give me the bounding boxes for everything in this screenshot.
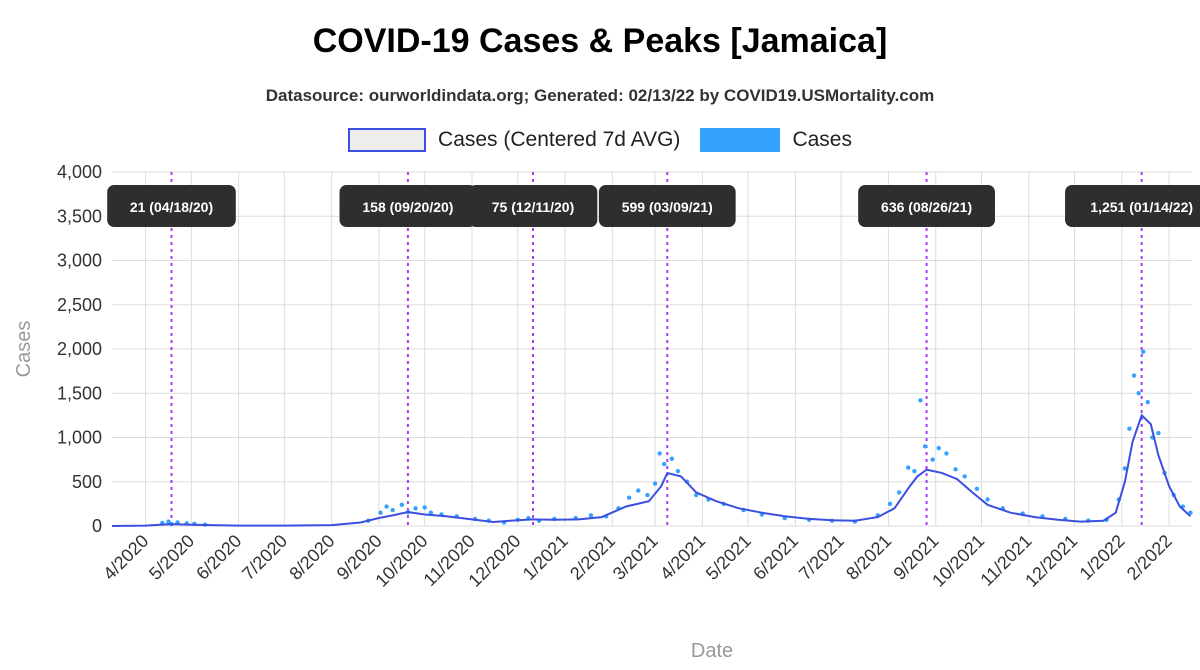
- cases-point: [626, 495, 632, 500]
- y-tick-label: 2,000: [57, 339, 102, 359]
- cases-point: [936, 445, 941, 451]
- x-axis-title: Date: [691, 640, 733, 662]
- cases-point: [974, 486, 980, 492]
- cases-point: [657, 451, 662, 456]
- peak-label: 158 (09/20/20): [362, 199, 453, 215]
- y-tick-label: 500: [72, 472, 102, 492]
- x-tick-label: 4/2020: [99, 531, 152, 584]
- cases-point: [378, 510, 383, 515]
- legend-swatch-cases: [700, 128, 781, 152]
- avg-line: [111, 413, 1192, 527]
- y-tick-label: 4,000: [57, 162, 102, 182]
- cases-point: [1145, 399, 1150, 405]
- cases-point: [1156, 430, 1161, 436]
- cases-point: [588, 513, 594, 518]
- peak-label-box: [598, 185, 736, 227]
- cases-point: [428, 510, 434, 515]
- cases-point: [669, 456, 675, 461]
- cases-point: [384, 504, 389, 509]
- legend-label-cases: Cases: [792, 128, 852, 151]
- y-axis-title: Cases: [13, 321, 35, 378]
- cases-point: [930, 457, 935, 462]
- cases-point: [922, 444, 928, 449]
- peak-label: 21 (04/18/20): [130, 199, 213, 215]
- cases-point: [1188, 510, 1193, 515]
- cases-point: [918, 398, 923, 403]
- x-tick-label: 7/2020: [238, 531, 291, 584]
- cases-point: [962, 474, 967, 479]
- peak-label: 1,251 (01/14/22): [1090, 199, 1193, 215]
- x-tick-label: 2/2022: [1123, 531, 1176, 584]
- cases-point: [166, 519, 171, 524]
- cases-point: [390, 507, 395, 513]
- peak-label: 636 (08/26/21): [881, 199, 972, 215]
- y-tick-label: 3,500: [57, 206, 102, 226]
- peak-label-box: [339, 185, 477, 227]
- legend: Cases (Centered 7d AVG) Cases: [0, 126, 1200, 154]
- cases-point: [413, 506, 418, 511]
- cases-point: [953, 467, 958, 472]
- legend-swatch-avg: [348, 128, 427, 152]
- chart-title: COVID-19 Cases & Peaks [Jamaica]: [312, 22, 888, 60]
- cases-point: [1140, 349, 1146, 354]
- x-tick-label: 5/2021: [702, 531, 755, 584]
- cases-point: [912, 468, 917, 474]
- cases-point: [1122, 466, 1128, 471]
- y-tick-label: 0: [92, 516, 102, 536]
- y-tick-label: 3,000: [57, 251, 102, 271]
- x-tick-label: 3/2021: [609, 531, 662, 584]
- cases-point: [422, 505, 427, 510]
- cases-point: [399, 502, 405, 507]
- peak-label-box: [468, 185, 598, 227]
- y-tick-label: 2,500: [57, 295, 102, 315]
- x-tick-label: 8/2020: [285, 531, 338, 584]
- cases-point: [1136, 391, 1141, 396]
- cases-point: [1131, 373, 1137, 378]
- x-tick-label: 5/2020: [145, 531, 198, 584]
- cases-point: [887, 501, 893, 507]
- peak-label: 75 (12/11/20): [492, 199, 575, 215]
- x-tick-label: 8/2021: [842, 531, 895, 584]
- cases-point: [652, 481, 658, 486]
- cases-point: [645, 492, 650, 498]
- cases-point: [675, 468, 681, 474]
- peak-label-box: [1065, 185, 1200, 227]
- peak-label-box: [107, 185, 236, 227]
- x-tick-label: 6/2021: [749, 531, 802, 584]
- cases-point: [636, 488, 641, 493]
- legend-item-avg: Cases (Centered 7d AVG): [348, 128, 680, 152]
- cases-point: [1127, 426, 1132, 431]
- cases-point: [662, 461, 667, 467]
- cases-point: [985, 497, 990, 502]
- x-tick-label: 6/2020: [192, 531, 245, 584]
- x-tick-label: 2/2021: [566, 531, 619, 584]
- x-tick-label: 1/2021: [519, 531, 572, 584]
- cases-point: [896, 490, 902, 495]
- cases-point: [944, 451, 949, 456]
- peak-label: 599 (03/09/21): [622, 199, 713, 215]
- peak-label-box: [858, 185, 995, 227]
- chart-subtitle: Datasource: ourworldindata.org; Generate…: [265, 86, 935, 105]
- x-tick-label: 1/2022: [1076, 531, 1129, 584]
- cases-point: [906, 465, 911, 470]
- x-tick-label: 4/2021: [656, 531, 709, 584]
- y-tick-label: 1,500: [57, 383, 102, 403]
- x-tick-label: 7/2021: [795, 531, 848, 584]
- legend-label-avg: Cases (Centered 7d AVG): [438, 128, 681, 151]
- legend-item-cases: Cases: [700, 128, 852, 152]
- y-tick-label: 1,000: [57, 428, 102, 448]
